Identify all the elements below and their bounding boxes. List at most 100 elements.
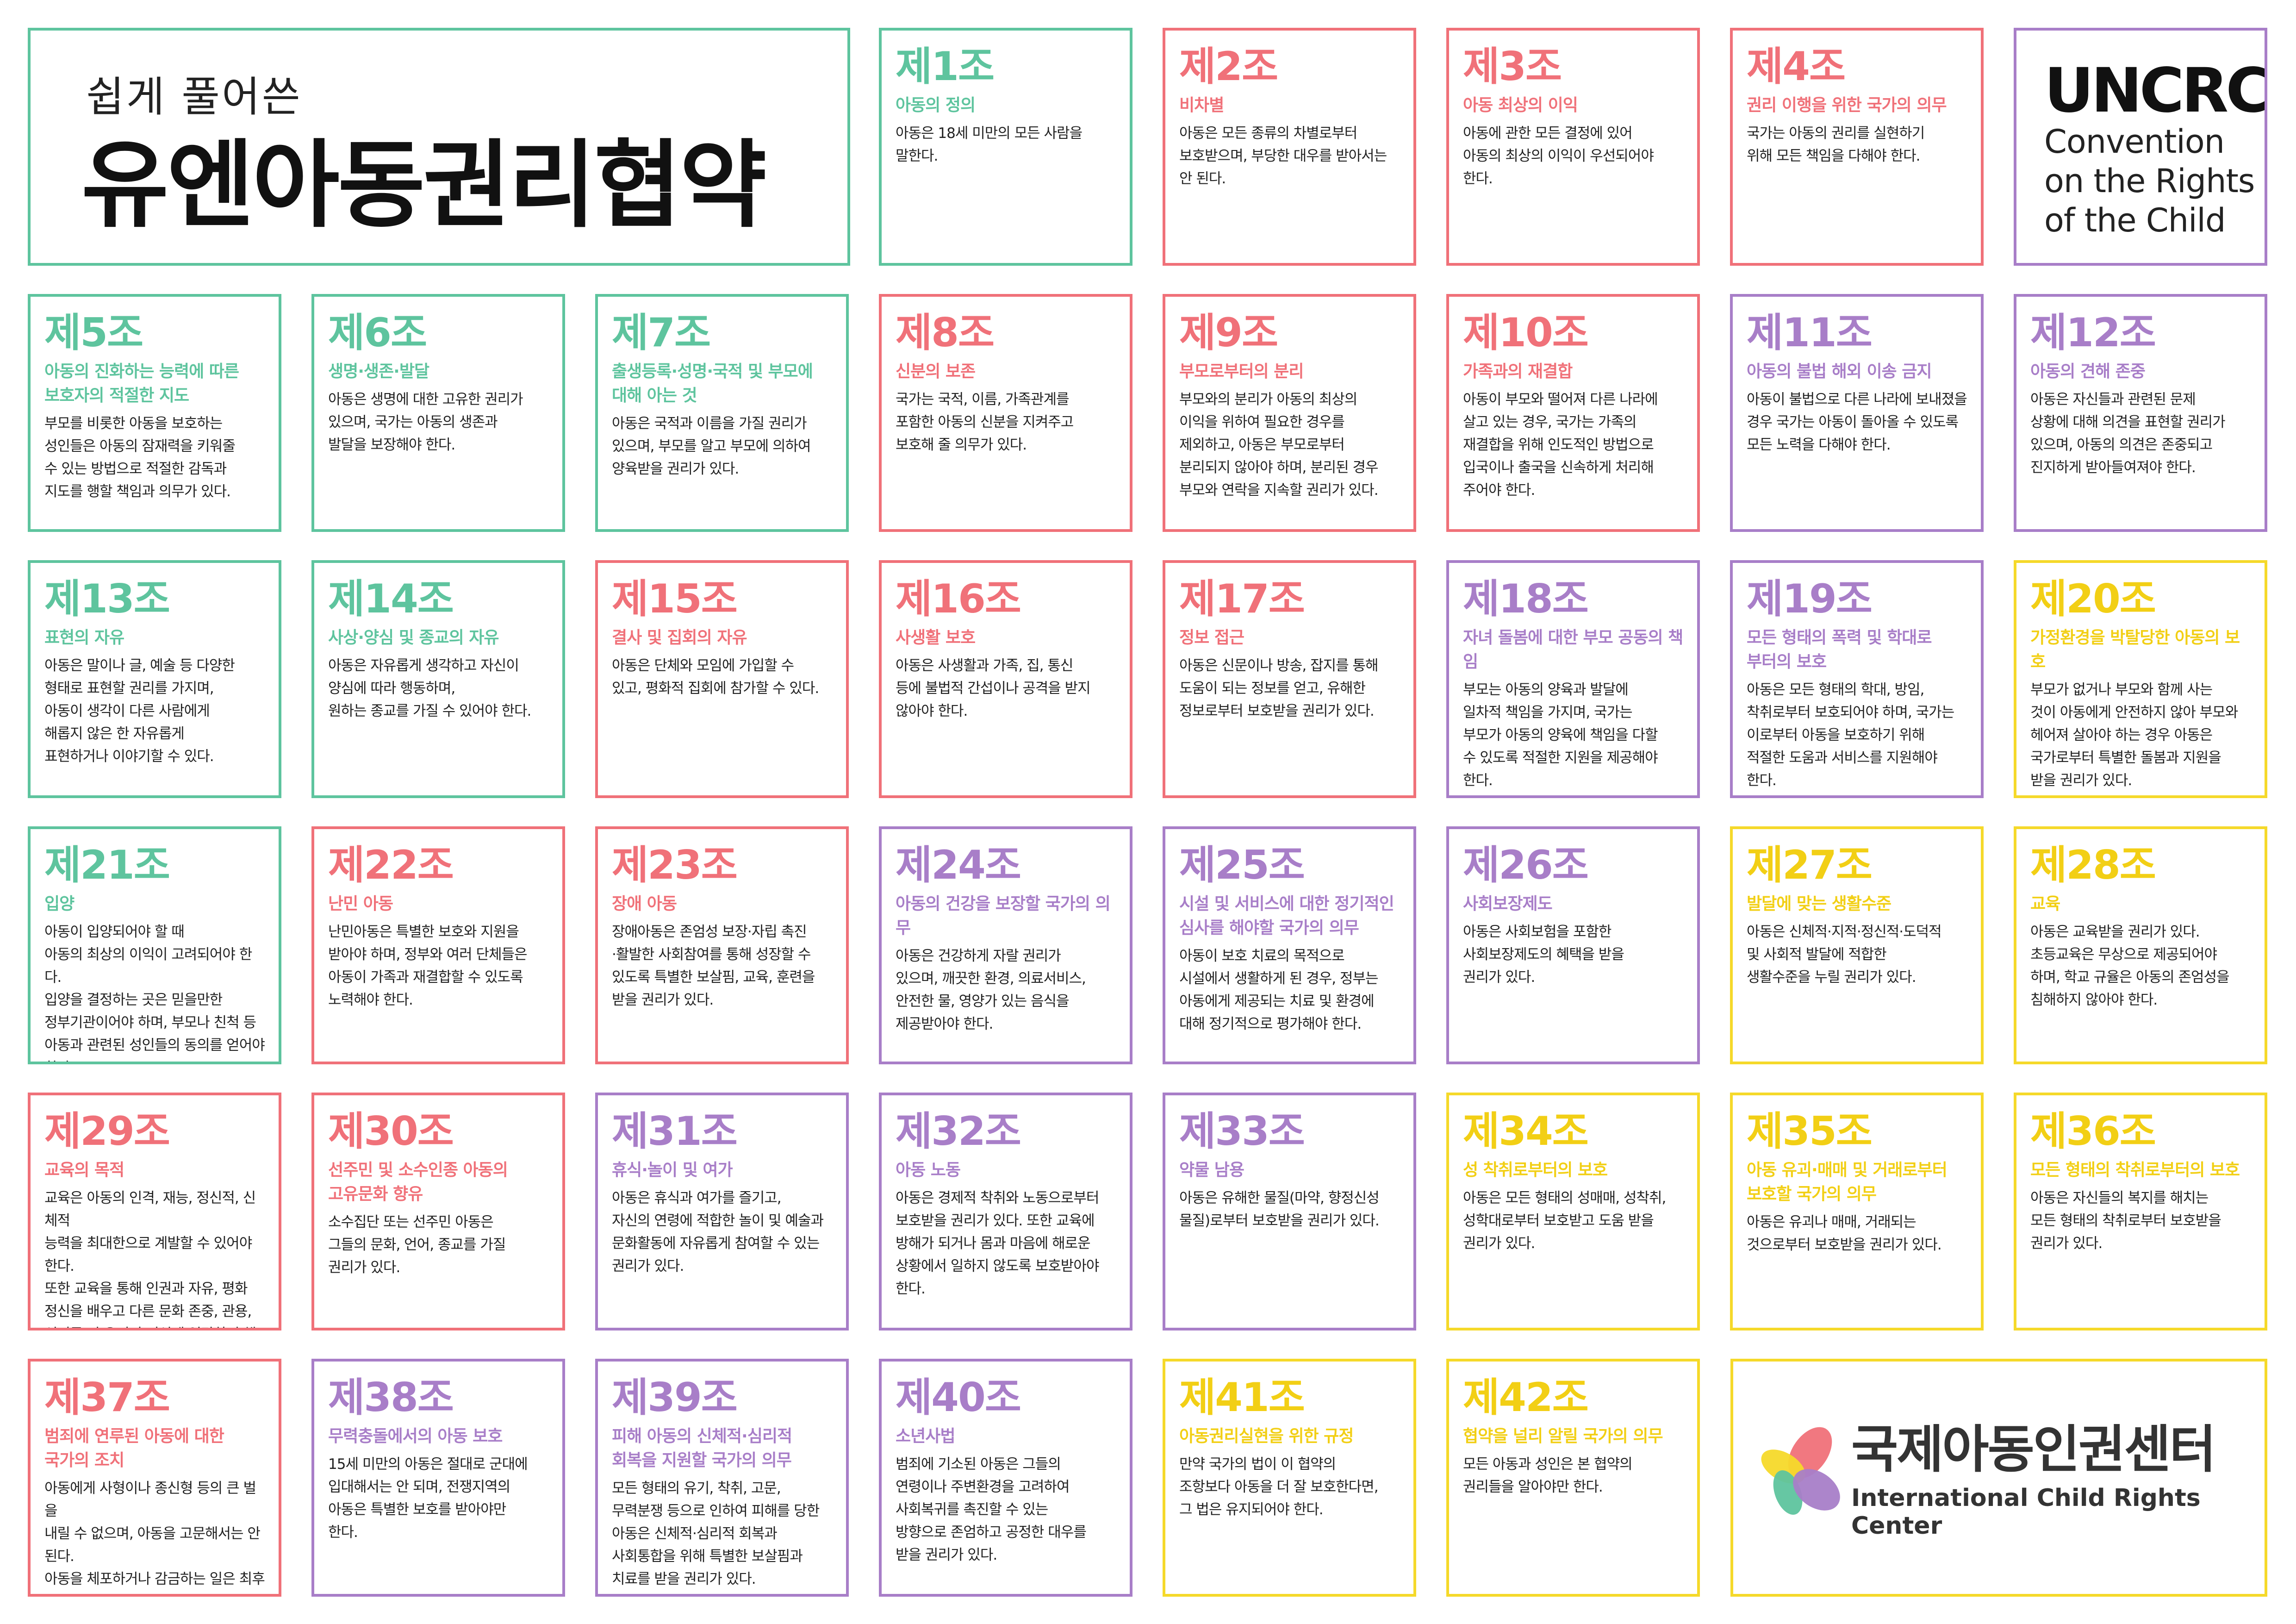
uncrc-line-3: of the Child	[2044, 201, 2226, 239]
article-number: 제29조	[44, 1108, 170, 1155]
article-title: 모든 형태의 착취로부터의 보호	[2030, 1161, 2240, 1180]
article-title: 교육	[2030, 894, 2060, 913]
article-body: 아동은 신문이나 방송, 잡지를 통해 도움이 되는 정보를 얻고, 유해한 정…	[1179, 657, 1379, 719]
article-title: 아동의 건강을 보장할 국가의 의무	[896, 894, 1111, 937]
organization-card: 국제아동인권센터 International Child Rights Cent…	[1730, 1359, 2267, 1597]
poster-subtitle: 쉽게 풀어쓴	[86, 73, 302, 121]
article-number: 제19조	[1747, 576, 1873, 622]
article-title: 발달에 맞는 생활수준	[1747, 894, 1892, 913]
article-body: 아동은 모든 형태의 학대, 방임, 착취로부터 보호되어야 하며, 국가는 이…	[1747, 681, 1954, 789]
article-card: 제22조 난민 아동 난민아동은 특별한 보호와 지원을 받아야 하며, 정부와 여…	[311, 826, 565, 1064]
article-card: 제13조 표현의 자유 아동은 말이나 글, 예술 등 다양한 형태로 표현할 권리…	[28, 560, 281, 798]
uncrc-acronym: UNCRC	[2044, 55, 2267, 126]
article-title: 시설 및 서비스에 대한 정기적인 심사를 해야할 국가의 의무	[1179, 894, 1394, 937]
article-body: 아동은 말이나 글, 예술 등 다양한 형태로 표현할 권리를 가지며, 아동이…	[44, 657, 235, 765]
article-body: 아동은 자유롭게 생각하고 자신이 양심에 따라 행동하며, 원하는 종교를 가…	[328, 657, 531, 719]
article-body: 아동은 신체적·지적·정신적·도덕적 및 사회적 발달에 적합한 생활수준을 누…	[1747, 924, 1942, 986]
article-title: 약물 남용	[1179, 1161, 1244, 1180]
article-card: 제6조 생명·생존·발달 아동은 생명에 대한 고유한 권리가 있으며, 국가는 아…	[311, 294, 565, 532]
article-body: 아동은 생명에 대한 고유한 권리가 있으며, 국가는 아동의 생존과 발달을 …	[328, 391, 523, 453]
article-number: 제38조	[328, 1374, 454, 1421]
article-card: 제17조 정보 접근 아동은 신문이나 방송, 잡지를 통해 도움이 되는 정보를 …	[1163, 560, 1416, 798]
poster-title: 유엔아동권리협약	[81, 131, 767, 241]
article-number: 제36조	[2030, 1108, 2156, 1155]
article-title: 사회보장제도	[1463, 894, 1553, 913]
article-card: 제5조 아동의 진화하는 능력에 따른 보호자의 적절한 지도 부모를 비롯한 아동…	[28, 294, 281, 532]
article-card: 제10조 가족과의 재결합 아동이 부모와 떨어져 다른 나라에 살고 있는 경우,…	[1446, 294, 1700, 532]
article-card: 제39조 피해 아동의 신체적·심리적 회복을 지원할 국가의 의무 모든 형태의 …	[595, 1359, 849, 1597]
article-title: 범죄에 연루된 아동에 대한 국가의 조치	[44, 1427, 224, 1470]
article-card: 제18조 자녀 돌봄에 대한 부모 공동의 책임 부모는 아동의 양육과 발달에 일…	[1446, 560, 1700, 798]
article-body: 아동은 유괴나 매매, 거래되는 것으로부터 보호받을 권리가 있다.	[1747, 1214, 1942, 1253]
article-body: 모든 형태의 유기, 착취, 고문, 무력분쟁 등으로 인하여 피해를 당한 아…	[612, 1480, 820, 1587]
article-body: 아동은 모든 종류의 차별로부터 보호받으며, 부당한 대우를 받아서는 안 된…	[1179, 125, 1387, 187]
organization-name-ko: 국제아동인권센터	[1851, 1420, 2216, 1479]
article-body: 아동은 사회보험을 포함한 사회보장제도의 혜택을 받을 권리가 있다.	[1463, 924, 1624, 986]
article-card: 제24조 아동의 건강을 보장할 국가의 의무 아동은 건강하게 자랄 권리가 있으…	[879, 826, 1132, 1064]
article-title: 협약을 널리 알릴 국가의 의무	[1463, 1427, 1663, 1446]
article-number: 제14조	[328, 576, 454, 622]
article-number: 제13조	[44, 576, 170, 622]
article-body: 부모는 아동의 양육과 발달에 일차적 책임을 가지며, 국가는 부모가 아동의…	[1463, 681, 1658, 789]
article-card: 제7조 출생등록·성명·국적 및 부모에 대해 아는 것 아동은 국적과 이름을 가…	[595, 294, 849, 532]
article-number: 제27조	[1747, 842, 1873, 888]
article-number: 제4조	[1747, 44, 1846, 90]
article-body: 국가는 국적, 이름, 가족관계를 포함한 아동의 신분을 지켜주고 보호해 줄…	[896, 391, 1074, 453]
article-body: 만약 국가의 법이 이 협약의 조항보다 아동을 더 잘 보호한다면, 그 법은…	[1179, 1456, 1379, 1518]
article-number: 제23조	[612, 842, 738, 888]
article-title: 가족과의 재결합	[1463, 362, 1573, 381]
article-card: 제12조 아동의 견해 존중 아동은 자신들과 관련된 문제 상황에 대해 의견을 …	[2014, 294, 2267, 532]
article-number: 제22조	[328, 842, 454, 888]
article-number: 제25조	[1179, 842, 1305, 888]
article-number: 제40조	[896, 1374, 1021, 1421]
article-number: 제8조	[896, 310, 995, 356]
article-title: 장애 아동	[612, 894, 677, 913]
article-number: 제17조	[1179, 576, 1305, 622]
article-number: 제15조	[612, 576, 738, 622]
article-body: 장애아동은 존엄성 보장·자립 촉진 ·활발한 사회참여를 통해 성장할 수 있…	[612, 924, 815, 1008]
article-title: 모든 형태의 폭력 및 학대로 부터의 보호	[1747, 628, 1932, 671]
article-card: 제25조 시설 및 서비스에 대한 정기적인 심사를 해야할 국가의 의무 아동이 …	[1163, 826, 1416, 1064]
article-body: 범죄에 기소된 아동은 그들의 연령이나 주변환경을 고려하여 사회복귀를 촉진…	[896, 1456, 1087, 1563]
logo-petal-purple	[1793, 1469, 1840, 1511]
article-body: 아동이 불법으로 다른 나라에 보내졌을 경우 국가는 아동이 돌아올 수 있도…	[1747, 391, 1967, 453]
article-number: 제7조	[612, 310, 711, 356]
uncrc-card: UNCRC Convention on the Rights of the Ch…	[2014, 28, 2267, 266]
article-number: 제2조	[1179, 44, 1278, 90]
logo-petal-yellow	[1761, 1449, 1805, 1484]
article-card: 제16조 사생활 보호 아동은 사생활과 가족, 집, 통신 등에 불법적 간섭이나…	[879, 560, 1132, 798]
article-card: 제20조 가정환경을 박탈당한 아동의 보호 부모가 없거나 부모와 함께 사는 것…	[2014, 560, 2267, 798]
article-title: 아동 노동	[896, 1161, 961, 1180]
article-card: 제30조 선주민 및 소수인종 아동의 고유문화 향유 소수집단 또는 선주민 아동…	[311, 1093, 565, 1330]
article-title: 신분의 보존	[896, 362, 976, 381]
article-card: 제29조 교육의 목적 교육은 아동의 인격, 재능, 정신적, 신체적 능력을 최…	[28, 1093, 281, 1330]
article-title: 부모로부터의 분리	[1179, 362, 1304, 381]
article-card: 제42조 협약을 널리 알릴 국가의 의무 모든 아동과 성인은 본 협약의 권리들…	[1446, 1359, 1700, 1597]
article-title: 비차별	[1179, 96, 1224, 115]
article-title: 사생활 보호	[896, 628, 976, 647]
article-body: 교육은 아동의 인격, 재능, 정신적, 신체적 능력을 최대한으로 계발할 수…	[44, 1190, 256, 1328]
article-card: 제9조 부모로부터의 분리 부모와의 분리가 아동의 최상의 이익을 위하여 필요한…	[1163, 294, 1416, 532]
article-title: 아동 유괴·매매 및 거래로부터 보호할 국가의 의무	[1747, 1161, 1948, 1204]
article-title: 성 착취로부터의 보호	[1463, 1161, 1608, 1180]
article-card: 제21조 입양 아동이 입양되어야 할 때 아동의 최상의 이익이 고려되어야 한다…	[28, 826, 281, 1064]
article-number: 제31조	[612, 1108, 738, 1155]
article-body: 아동은 휴식과 여가를 즐기고, 자신의 연령에 적합한 놀이 및 예술과 문화…	[612, 1190, 824, 1274]
article-number: 제18조	[1463, 576, 1589, 622]
article-number: 제24조	[896, 842, 1021, 888]
article-body: 아동은 단체와 모임에 가입할 수 있고, 평화적 집회에 참가할 수 있다.	[612, 657, 819, 697]
article-card: 제38조 무력충돌에서의 아동 보호 15세 미만의 아동은 절대로 군대에 입대해…	[311, 1359, 565, 1597]
article-title: 결사 및 집회의 자유	[612, 628, 747, 647]
article-title: 아동권리실현을 위한 규정	[1179, 1427, 1354, 1446]
article-title: 난민 아동	[328, 894, 393, 913]
article-body: 아동이 입양되어야 할 때 아동의 최상의 이익이 고려되어야 한다. 입양을 …	[44, 924, 265, 1062]
uncrc-line-1: Convention	[2044, 123, 2225, 161]
article-number: 제39조	[612, 1374, 738, 1421]
article-number: 제35조	[1747, 1108, 1873, 1155]
article-body: 아동은 자신들의 복지를 해치는 모든 형태의 착취로부터 보호받을 권리가 있…	[2030, 1190, 2221, 1252]
article-card: 제28조 교육 아동은 교육받을 권리가 있다. 초등교육은 무상으로 제공되어야 …	[2014, 826, 2267, 1064]
